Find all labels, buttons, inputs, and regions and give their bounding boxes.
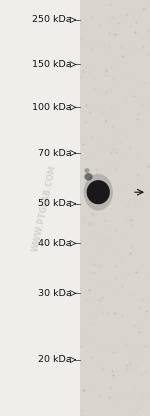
Text: 20 kDa: 20 kDa (38, 355, 72, 364)
Bar (80, 0, 150, 416)
Ellipse shape (85, 168, 89, 173)
Text: 70 kDa: 70 kDa (38, 149, 72, 158)
Text: 30 kDa: 30 kDa (38, 289, 72, 298)
Ellipse shape (84, 173, 93, 181)
Ellipse shape (84, 174, 113, 210)
Ellipse shape (87, 180, 110, 204)
Text: 40 kDa: 40 kDa (38, 239, 72, 248)
Text: 250 kDa: 250 kDa (32, 15, 72, 25)
Text: WWW.PTGLAB.COM: WWW.PTGLAB.COM (31, 164, 59, 252)
Text: 150 kDa: 150 kDa (32, 60, 72, 69)
Text: 50 kDa: 50 kDa (38, 199, 72, 208)
Text: 100 kDa: 100 kDa (32, 103, 72, 112)
